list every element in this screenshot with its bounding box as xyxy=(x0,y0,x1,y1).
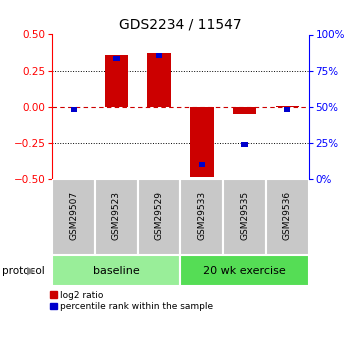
Legend: log2 ratio, percentile rank within the sample: log2 ratio, percentile rank within the s… xyxy=(50,291,214,311)
Text: ▶: ▶ xyxy=(27,266,36,276)
Bar xyxy=(284,107,291,112)
Bar xyxy=(113,56,119,61)
Bar xyxy=(52,179,95,255)
Text: GSM29533: GSM29533 xyxy=(197,191,206,240)
Text: GSM29535: GSM29535 xyxy=(240,191,249,240)
Bar xyxy=(180,255,309,286)
Bar xyxy=(70,107,77,112)
Bar xyxy=(156,53,162,58)
Bar xyxy=(275,106,299,107)
Bar xyxy=(190,107,214,177)
Text: protocol: protocol xyxy=(2,266,44,276)
Bar xyxy=(147,53,171,107)
Bar xyxy=(223,179,266,255)
Text: GSM29507: GSM29507 xyxy=(69,191,78,240)
Bar xyxy=(266,179,309,255)
Text: baseline: baseline xyxy=(93,266,140,276)
Text: GSM29523: GSM29523 xyxy=(112,191,121,240)
Bar xyxy=(233,107,256,114)
Text: GSM29529: GSM29529 xyxy=(155,191,164,240)
Bar xyxy=(242,142,248,147)
Text: GSM29536: GSM29536 xyxy=(283,191,292,240)
Bar xyxy=(105,55,128,107)
Bar xyxy=(199,162,205,167)
Text: GDS2234 / 11547: GDS2234 / 11547 xyxy=(119,17,242,31)
Bar xyxy=(138,179,180,255)
Bar xyxy=(52,255,180,286)
Text: 20 wk exercise: 20 wk exercise xyxy=(203,266,286,276)
Bar xyxy=(95,179,138,255)
Bar xyxy=(180,179,223,255)
